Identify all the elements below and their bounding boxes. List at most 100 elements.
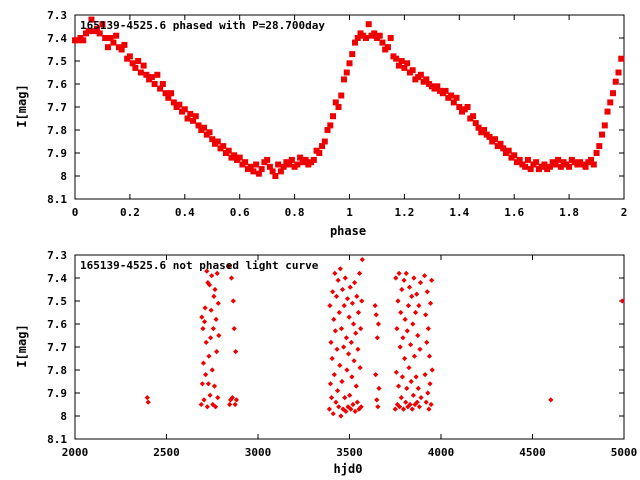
unphased-data-point [358,326,364,332]
phased-data-point [121,41,128,48]
unphased-data-point [328,395,335,401]
phased-data-point [264,156,271,163]
unphased-data-point [376,385,382,391]
unphased-data-point [345,404,351,410]
unphased-y-tick-label: 7.4 [47,272,67,285]
unphased-data-point [199,381,205,387]
phased-data-point [110,39,117,46]
phased-data-point [187,110,194,117]
phased-data-point [379,39,386,46]
unphased-data-point [359,298,365,304]
phased-data-point [135,58,142,64]
phased-data-point [253,161,260,168]
phased-data-point [393,55,400,62]
unphased-data-point [352,280,358,286]
unphased-data-point [398,395,404,401]
unphased-data-point [202,305,208,311]
phased-data-point [409,67,416,74]
unphased-data-point [410,392,416,398]
phased-data-point [349,51,356,58]
phased-data-point [456,104,463,110]
unphased-data-point [327,381,334,387]
phased-data-point [80,37,87,44]
unphased-data-point [417,280,424,286]
unphased-data-point [423,399,429,405]
unphased-data-point [338,413,344,419]
phased-data-point [442,87,449,94]
phased-data-point [376,32,383,39]
unphased-data-point [210,326,216,332]
unphased-data-point [414,399,420,405]
phased-data-point [250,168,257,175]
unphased-data-point [359,257,365,263]
phased-data-point [604,108,611,115]
phased-data-point [404,60,411,67]
unphased-data-point [227,397,234,403]
phased-x-tick-label: 0.2 [120,206,140,219]
unphased-data-point [343,408,349,414]
phased-data-point [190,117,197,124]
phased-data-point [330,113,337,120]
phased-x-tick-label: 1.2 [394,206,414,219]
phased-data-point [481,127,488,133]
unphased-data-point [226,263,232,270]
phased-data-point [231,152,238,159]
unphased-x-tick-label: 3000 [245,446,272,459]
unphased-y-tick-label: 7.9 [47,387,67,400]
phased-data-point [472,120,479,127]
unphased-data-point [328,339,334,345]
unphased-data-point [413,374,419,380]
unphased-data-point [409,406,415,412]
phased-data-point [192,113,199,120]
phased-data-point [448,92,455,99]
unphased-data-point [341,303,347,309]
unphased-data-point [337,266,343,272]
phased-data-point [247,163,254,170]
phased-data-point [401,64,408,71]
unphased-data-point [230,298,236,304]
phased-data-point [272,173,279,179]
unphased-data-point [429,367,435,373]
unphased-data-point [353,330,359,336]
unphased-data-point [229,395,235,401]
phased-data-point [423,76,430,83]
unphased-data-point [144,395,150,401]
unphased-data-point [401,277,407,283]
unphased-data-point [408,378,414,385]
phased-data-point [588,156,595,163]
phased-y-axis-label: I[mag] [15,84,29,127]
unphased-x-tick-label: 2000 [62,446,89,459]
unphased-data-point [400,406,407,412]
unphased-data-point [214,270,220,276]
unphased-data-point [405,303,412,309]
unphased-data-point [232,401,238,408]
phased-data-point [450,99,457,106]
unphased-data-point [211,383,218,389]
phased-data-point [599,131,606,138]
phased-data-point [195,122,202,129]
phased-data-point [343,69,350,76]
unphased-data-point [414,291,420,297]
unphased-data-point [424,289,430,295]
phased-data-point [332,99,339,106]
unphased-data-point [407,401,413,408]
phased-data-point [93,25,100,32]
unphased-data-point [358,404,364,410]
phased-data-point [275,161,282,168]
phased-data-point [618,55,625,62]
phased-data-point [162,90,169,97]
phased-data-point [140,62,147,69]
unphased-data-point [424,339,430,345]
unphased-data-point [422,372,428,378]
phased-data-point [491,136,498,143]
unphased-data-point [212,404,219,410]
unphased-data-point [396,270,402,276]
phased-x-tick-label: 1.4 [449,206,469,219]
unphased-data-point [373,312,379,318]
unphased-x-tick-label: 5000 [611,446,638,459]
unphased-y-tick-label: 8 [60,410,67,423]
unphased-data-point [427,300,434,306]
phased-data-point [85,28,92,35]
phased-data-point [351,39,358,46]
phased-data-point [453,94,460,101]
